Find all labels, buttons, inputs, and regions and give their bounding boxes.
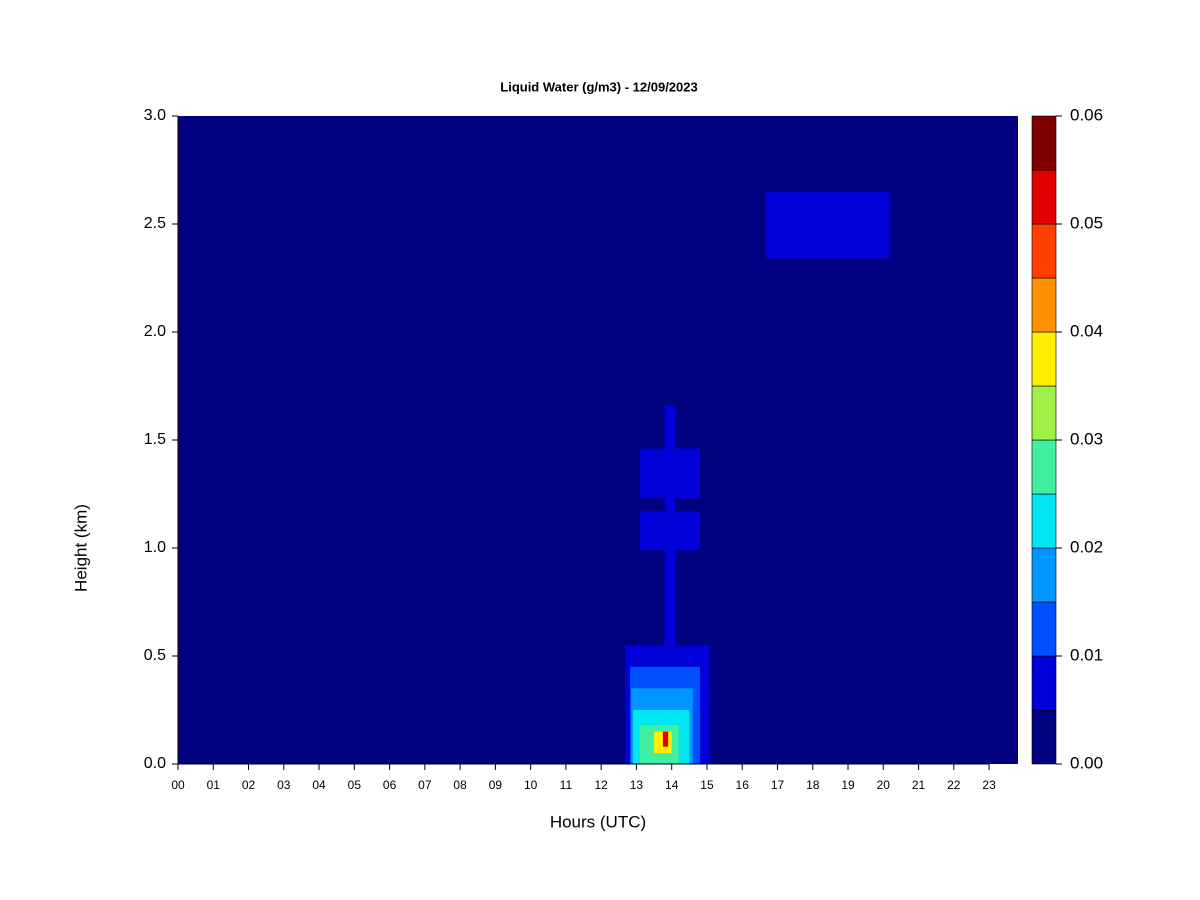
x-tick-label: 03: [277, 778, 291, 792]
colorbar-tick-label: 0.04: [1070, 321, 1103, 340]
x-tick-label: 05: [348, 778, 362, 792]
x-tick-label: 17: [771, 778, 785, 792]
colorbar-tick-label: 0.03: [1070, 429, 1103, 448]
y-tick-label: 0.5: [144, 647, 166, 664]
y-axis-label: Height (km): [71, 504, 90, 592]
colorbar-band: [1031, 277, 1057, 333]
colorbar-tick-label: 0.00: [1070, 753, 1103, 772]
x-tick-label: 16: [736, 778, 750, 792]
chart-title: Liquid Water (g/m3) - 12/09/2023: [500, 79, 697, 94]
x-tick-label: 07: [418, 778, 432, 792]
heatmap-patch: [664, 405, 676, 764]
y-tick-label: 0.0: [144, 755, 166, 772]
x-tick-label: 22: [947, 778, 961, 792]
colorbar-tick-label: 0.02: [1070, 537, 1103, 556]
x-axis-label: Hours (UTC): [550, 812, 646, 831]
colorbar-band: [1031, 385, 1057, 441]
y-tick-label: 2.0: [144, 323, 166, 340]
x-tick-label: 14: [665, 778, 679, 792]
y-tick-label: 1.0: [144, 539, 166, 556]
x-tick-label: 00: [171, 778, 185, 792]
y-tick-label: 2.5: [144, 215, 166, 232]
colorbar-band: [1031, 655, 1057, 711]
x-tick-label: 20: [877, 778, 891, 792]
heatmap-patch: [662, 731, 669, 747]
x-tick-label: 18: [806, 778, 820, 792]
x-tick-label: 09: [489, 778, 503, 792]
colorbar-band: [1031, 223, 1057, 279]
y-tick-label: 1.5: [144, 431, 166, 448]
colorbar-band: [1031, 547, 1057, 603]
x-tick-label: 04: [312, 778, 326, 792]
x-tick-label: 10: [524, 778, 538, 792]
x-tick-label: 08: [453, 778, 467, 792]
x-tick-label: 01: [207, 778, 221, 792]
colorbar-band: [1031, 601, 1057, 657]
colorbar-band: [1031, 115, 1057, 171]
x-tick-label: 02: [242, 778, 256, 792]
colorbar-band: [1031, 169, 1057, 225]
x-tick-label: 12: [594, 778, 608, 792]
x-tick-label: 21: [912, 778, 926, 792]
colorbar-band: [1031, 439, 1057, 495]
x-tick-label: 13: [630, 778, 644, 792]
x-tick-label: 06: [383, 778, 397, 792]
x-tick-label: 19: [841, 778, 855, 792]
heatmap-background: [178, 116, 1018, 764]
colorbar-tick-label: 0.06: [1070, 105, 1103, 124]
y-tick-label: 3.0: [144, 107, 166, 124]
x-tick-label: 23: [982, 778, 996, 792]
colorbar-band: [1031, 331, 1057, 387]
colorbar-band: [1031, 493, 1057, 549]
x-tick-label: 11: [560, 778, 573, 792]
colorbar-tick-label: 0.01: [1070, 645, 1103, 664]
colorbar-band: [1031, 709, 1057, 765]
heatmap-patch: [766, 191, 890, 259]
x-tick-label: 15: [700, 778, 714, 792]
colorbar-tick-label: 0.05: [1070, 213, 1103, 232]
